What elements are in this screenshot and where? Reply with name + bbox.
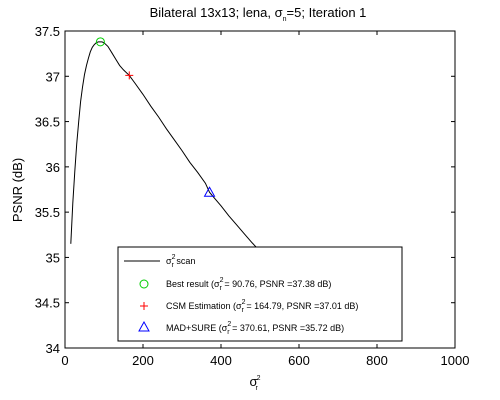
y-tick-label: 34: [46, 341, 60, 356]
y-tick-label: 37.5: [35, 24, 60, 39]
marker-mad-sure: [203, 186, 216, 197]
y-tick-label: 34.5: [35, 296, 60, 311]
legend-entry-csm: CSM Estimation (σ2 r = 164.79, PSNR =37.0…: [166, 299, 358, 314]
marker-layer: [95, 37, 216, 197]
x-tick-label: 0: [61, 353, 68, 368]
legend-entry-scan: σ2 r scan: [166, 254, 195, 269]
legend: σ2 r scan Best result (σ2 r = 90.76, PSNR …: [117, 246, 403, 342]
y-tick-label: 37: [46, 69, 60, 84]
x-tick-labels: 0 200 400 600 800 1000: [61, 353, 469, 368]
x-axis-label: σ2 r: [250, 374, 261, 392]
y-tick-label: 35.5: [35, 205, 60, 220]
chart-title: Bilateral 13x13; lena, σn=5; Iteration 1: [150, 5, 367, 23]
y-axis-label: PSNR (dB): [10, 158, 25, 222]
x-tick-label: 400: [210, 353, 232, 368]
x-tick-label: 800: [366, 353, 388, 368]
legend-plus-swatch: [140, 302, 148, 310]
legend-circle-swatch: [139, 279, 149, 289]
axis-ticks: [64, 30, 456, 349]
x-tick-label: 200: [132, 353, 154, 368]
y-tick-label: 35: [46, 250, 60, 265]
y-tick-labels: 34 34.5 35 35.5 36 36.5 37 37.5: [35, 24, 60, 356]
marker-csm-estimation: [125, 71, 134, 80]
marker-best-result: [95, 37, 105, 47]
x-tick-label: 1000: [441, 353, 470, 368]
legend-box: [117, 246, 403, 342]
y-tick-label: 36: [46, 160, 60, 175]
x-tick-label: 600: [288, 353, 310, 368]
legend-triangle-swatch: [138, 320, 150, 332]
legend-entry-mad-sure: MAD+SURE (σ2 r = 370.61, PSNR =35.72 dB): [166, 321, 344, 336]
legend-entry-best: Best result (σ2 r = 90.76, PSNR =37.38 dB…: [166, 277, 331, 292]
y-tick-label: 36.5: [35, 115, 60, 130]
